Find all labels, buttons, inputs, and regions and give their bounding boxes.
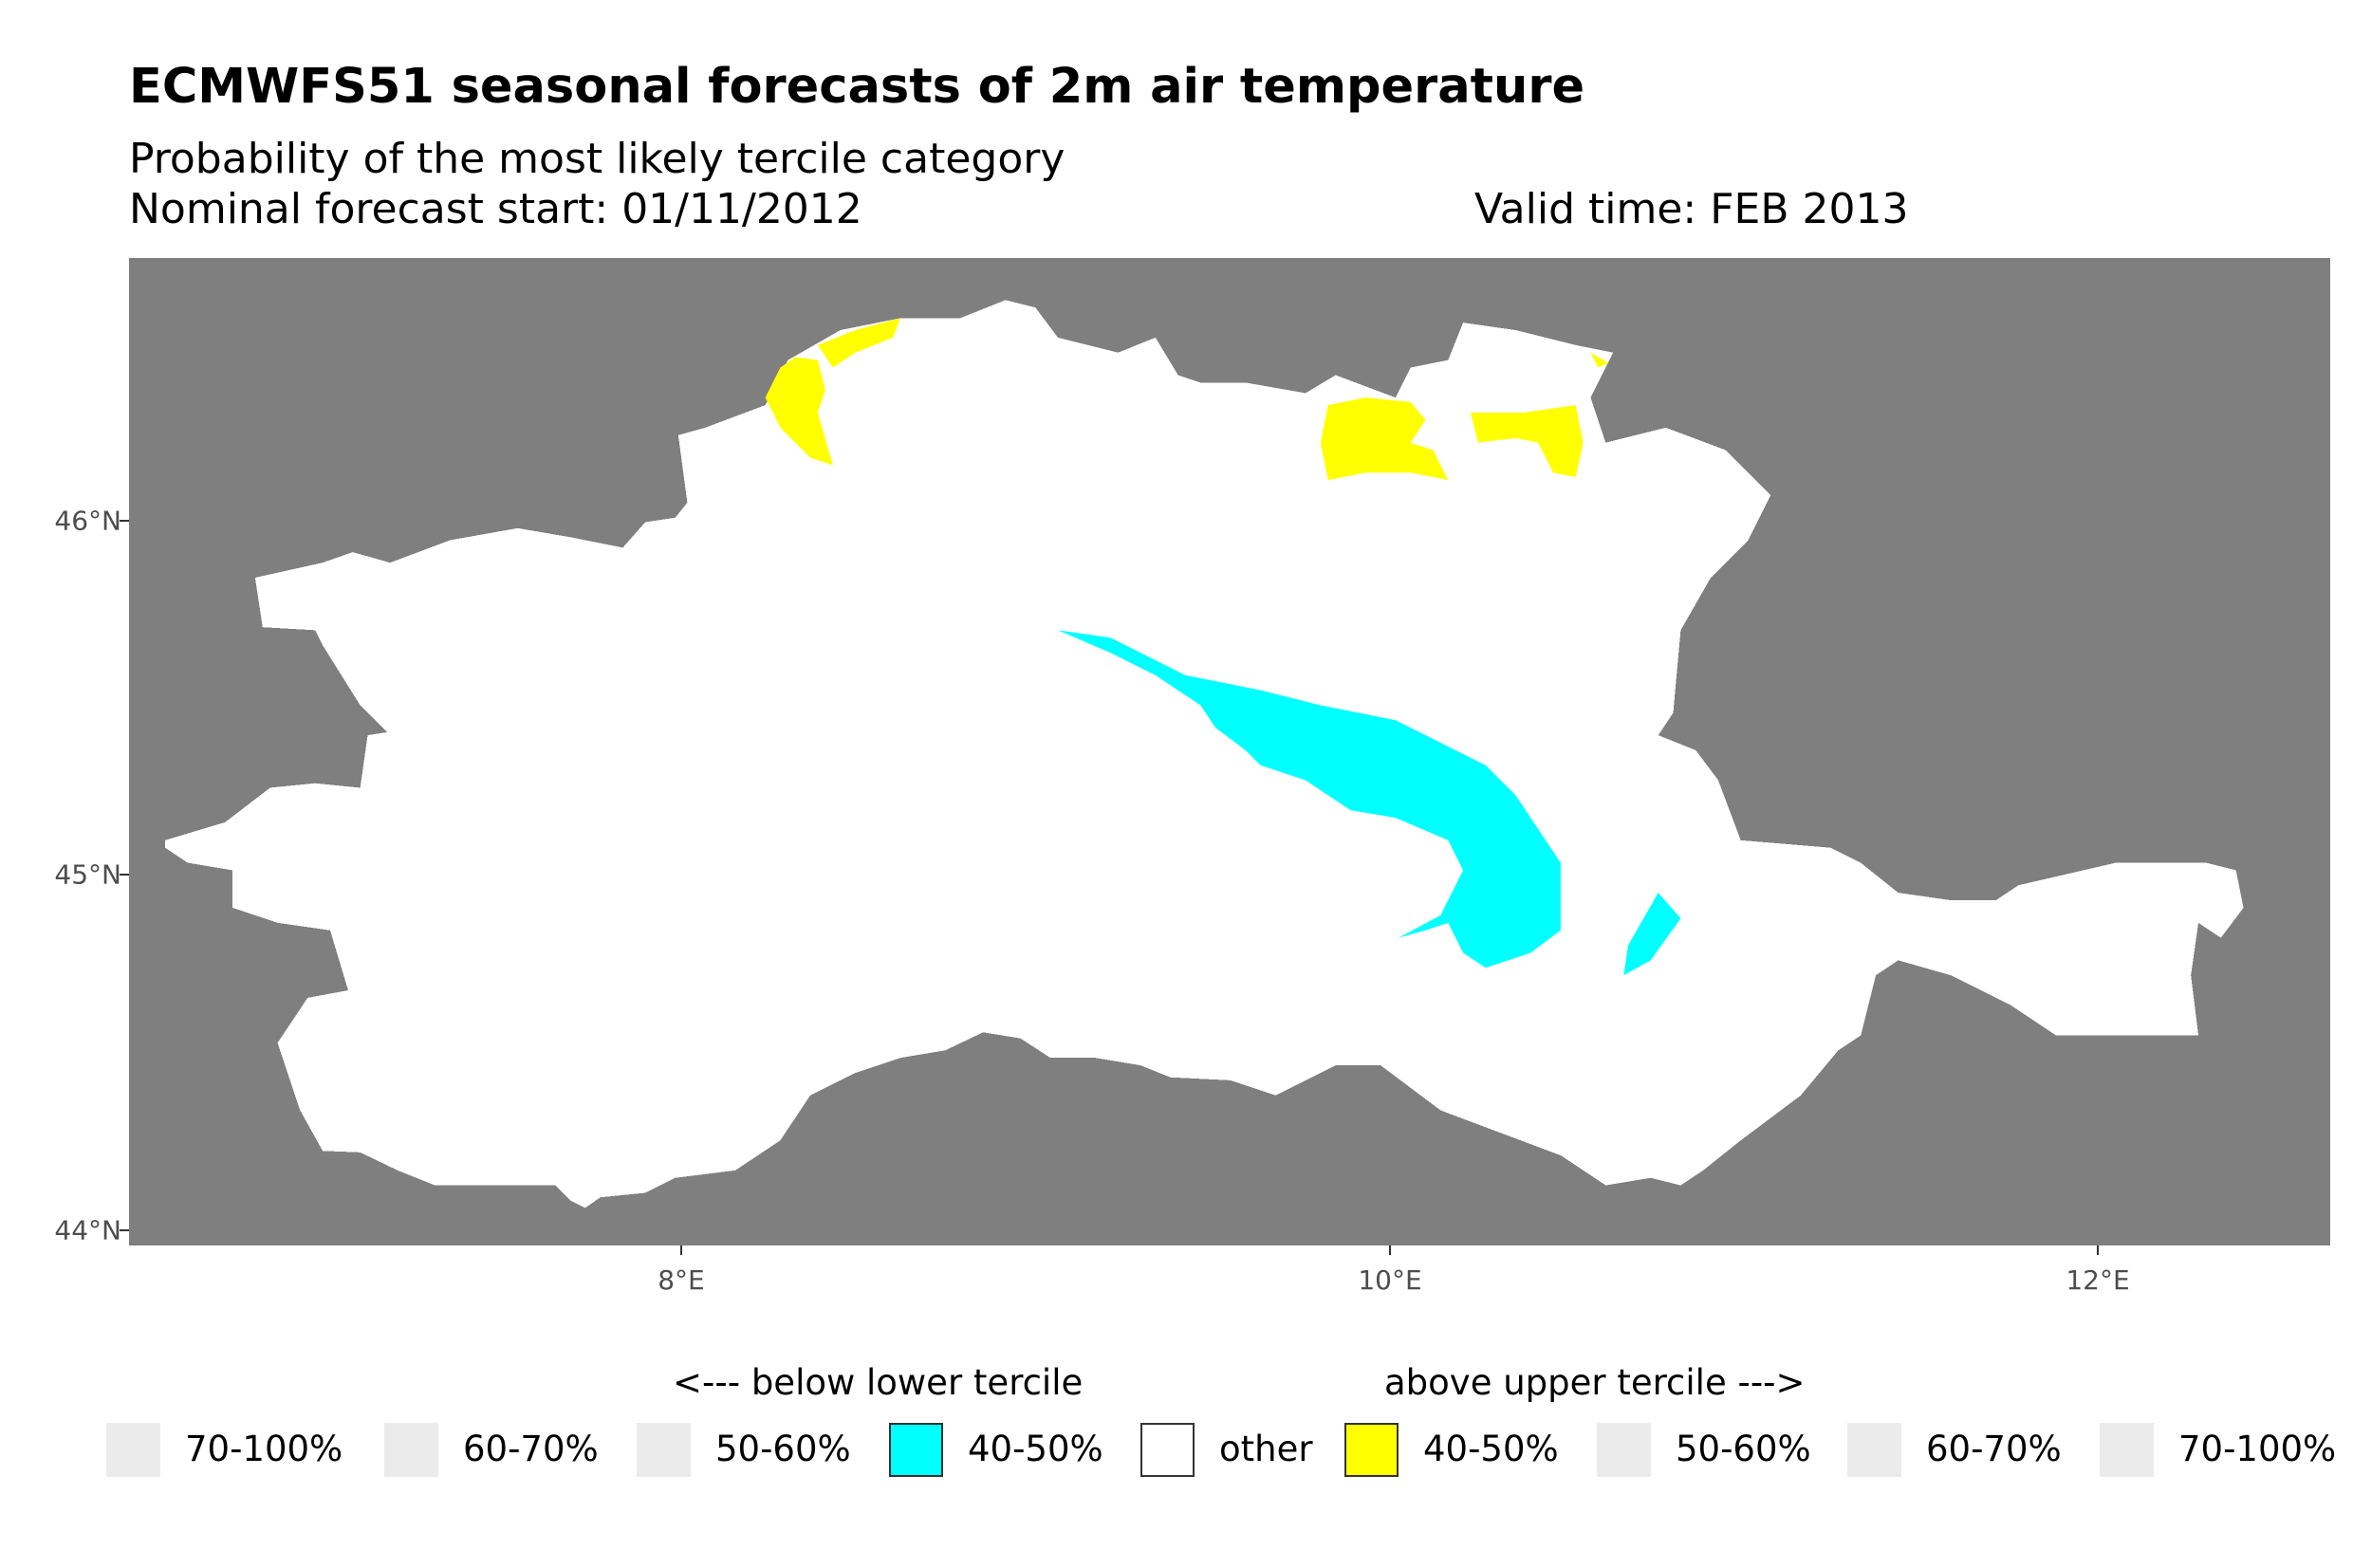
valid-time: Valid time: FEB 2013 — [1474, 185, 1909, 233]
legend-key-label: 60-70% — [1926, 1429, 2062, 1469]
legend-key-label: 40-50% — [1423, 1429, 1559, 1469]
legend-key-label: other — [1219, 1429, 1313, 1469]
chart-subtitle: Probability of the most likely tercile c… — [129, 135, 1065, 183]
x-tick-label: 8°E — [658, 1264, 705, 1296]
y-tick-mark — [120, 520, 129, 522]
x-tick-mark — [680, 1245, 682, 1255]
legend-key-label: 70-100% — [2178, 1429, 2337, 1469]
legend-key-label: 70-100% — [185, 1429, 343, 1469]
legend-key-swatch — [1140, 1423, 1195, 1477]
forecast-start: Nominal forecast start: 01/11/2012 — [129, 185, 862, 233]
legend-key-label: 50-60% — [1676, 1429, 1811, 1469]
legend-key-swatch — [889, 1423, 943, 1477]
legend-key-swatch — [2100, 1423, 2154, 1477]
legend-key-swatch — [384, 1423, 438, 1477]
legend-above-label: above upper tercile ---> — [1384, 1362, 1806, 1403]
x-tick-label: 12°E — [2066, 1264, 2130, 1296]
x-tick-mark — [1389, 1245, 1391, 1255]
legend-key-swatch — [1847, 1423, 1901, 1477]
legend-below-label: <--- below lower tercile — [673, 1362, 1084, 1403]
legend-key-swatch — [106, 1423, 160, 1477]
y-tick-mark — [120, 1229, 129, 1231]
x-tick-mark — [2097, 1245, 2099, 1255]
y-tick-mark — [120, 874, 129, 876]
legend-key-label: 60-70% — [463, 1429, 599, 1469]
legend-key-swatch — [1597, 1423, 1651, 1477]
legend-key-swatch — [637, 1423, 691, 1477]
y-tick-label: 44°N — [54, 1214, 121, 1246]
chart-title: ECMWFS51 seasonal forecasts of 2m air te… — [129, 59, 1585, 115]
x-tick-label: 10°E — [1358, 1264, 1422, 1296]
legend-key-label: 40-50% — [968, 1429, 1103, 1469]
legend-key-swatch — [1344, 1423, 1399, 1477]
y-tick-label: 45°N — [54, 858, 121, 891]
legend-key-label: 50-60% — [715, 1429, 851, 1469]
y-tick-label: 46°N — [54, 505, 121, 537]
map-panel — [129, 258, 2330, 1245]
